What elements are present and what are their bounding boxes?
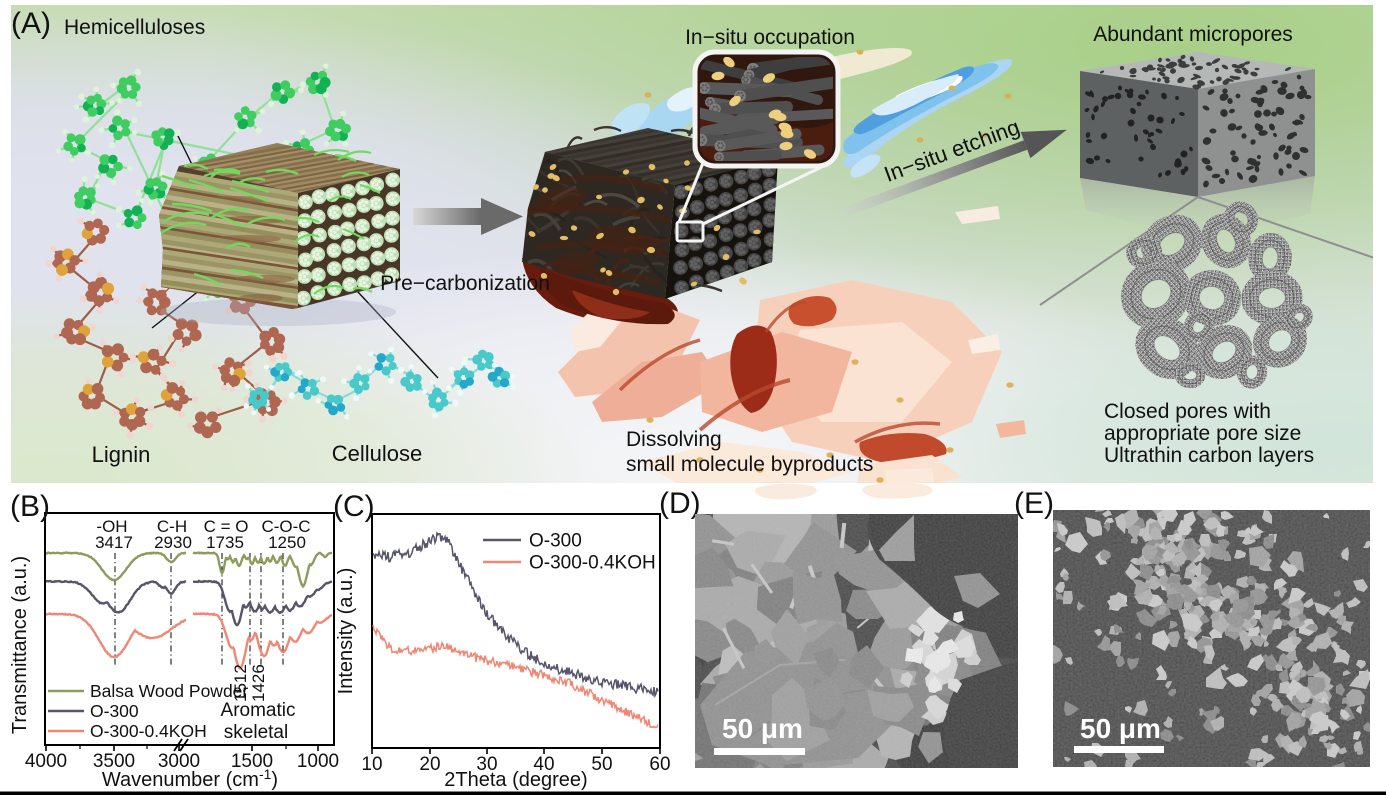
svg-text:(E): (E) xyxy=(1014,487,1054,520)
svg-text:1426: 1426 xyxy=(249,664,268,702)
svg-text:O-300: O-300 xyxy=(90,701,139,721)
svg-text:(B): (B) xyxy=(10,490,50,523)
svg-text:50 μm: 50 μm xyxy=(1080,713,1161,744)
svg-text:Intensity (a.u.): Intensity (a.u.) xyxy=(335,568,357,695)
svg-text:O-300-0.4KOH: O-300-0.4KOH xyxy=(529,553,656,574)
svg-text:Aromatic: Aromatic xyxy=(221,700,296,721)
svg-text:Abundant micropores: Abundant micropores xyxy=(1093,23,1293,46)
svg-text:Hemicelluloses: Hemicelluloses xyxy=(64,16,205,39)
svg-text:In−situ occupation: In−situ occupation xyxy=(685,26,855,49)
svg-text:50 μm: 50 μm xyxy=(722,713,803,744)
svg-text:60: 60 xyxy=(649,754,670,775)
svg-text:4000: 4000 xyxy=(25,751,67,772)
svg-text:10: 10 xyxy=(361,754,382,775)
svg-text:(C): (C) xyxy=(333,490,375,523)
svg-text:20: 20 xyxy=(419,754,440,775)
svg-text:Dissolving: Dissolving xyxy=(626,428,722,451)
svg-text:2930: 2930 xyxy=(154,533,192,552)
svg-text:O-300: O-300 xyxy=(529,531,582,552)
svg-text:skeletal: skeletal xyxy=(224,722,288,743)
svg-text:1735: 1735 xyxy=(206,533,244,552)
svg-text:Ultrathin carbon layers: Ultrathin carbon layers xyxy=(1104,444,1314,467)
svg-text:(D): (D) xyxy=(659,487,701,520)
svg-text:appropriate pore size: appropriate pore size xyxy=(1104,422,1301,445)
svg-text:1000: 1000 xyxy=(297,751,339,772)
svg-text:small molecule byproducts: small molecule byproducts xyxy=(626,453,873,476)
svg-text:1250: 1250 xyxy=(268,533,306,552)
svg-text:2Theta (degree): 2Theta (degree) xyxy=(444,769,587,791)
svg-text:Transmittance (a.u.): Transmittance (a.u.) xyxy=(9,556,31,734)
svg-text:Cellulose: Cellulose xyxy=(332,441,423,466)
svg-text:O-300-0.4KOH: O-300-0.4KOH xyxy=(90,721,207,741)
svg-text:Wavenumber (cm-1): Wavenumber (cm-1) xyxy=(102,766,278,791)
svg-text:Balsa Wood Powder: Balsa Wood Powder xyxy=(90,681,248,701)
svg-text:50: 50 xyxy=(591,754,612,775)
svg-text:3417: 3417 xyxy=(95,533,133,552)
svg-text:Closed pores with: Closed pores with xyxy=(1104,400,1271,423)
svg-text:Pre−carbonization: Pre−carbonization xyxy=(380,272,550,295)
svg-text:Lignin: Lignin xyxy=(92,442,151,467)
svg-text:(A): (A) xyxy=(11,7,51,40)
